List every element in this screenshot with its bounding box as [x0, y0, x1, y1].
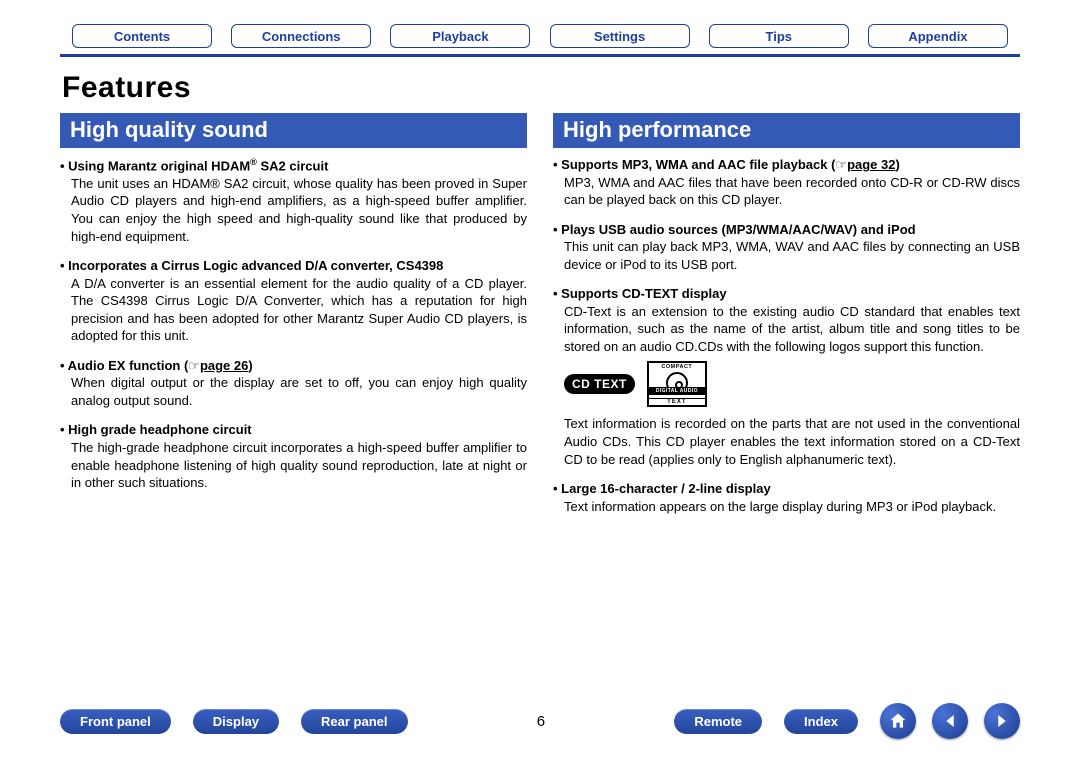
page-ref-link[interactable]: page 32 — [847, 157, 895, 172]
bullet-body: When digital output or the display are s… — [60, 374, 527, 409]
home-icon[interactable] — [880, 703, 916, 739]
bullet-heading: • Supports MP3, WMA and AAC file playbac… — [553, 156, 1020, 174]
bullet-cdtext: • Supports CD-TEXT display CD-Text is an… — [553, 285, 1020, 468]
cdtext-logos: CD TEXT COMPACT DIGITAL AUDIO TEXT — [553, 361, 1020, 407]
topnav-appendix[interactable]: Appendix — [868, 24, 1008, 48]
bullet-body: Text information appears on the large di… — [553, 498, 1020, 516]
page-title: Features — [62, 71, 1020, 105]
cdtext-badge: CD TEXT — [564, 374, 635, 394]
pill-remote[interactable]: Remote — [674, 709, 762, 734]
topnav-connections[interactable]: Connections — [231, 24, 371, 48]
section-header-hq-sound: High quality sound — [60, 113, 527, 148]
heading-text-prefix: • Supports MP3, WMA and AAC file playbac… — [553, 157, 835, 172]
bullet-body: A D/A converter is an essential element … — [60, 275, 527, 345]
bullet-audio-ex: • Audio EX function (☞page 26) When digi… — [60, 357, 527, 410]
heading-text-prefix: • Audio EX function ( — [60, 358, 188, 373]
bullet-body: The unit uses an HDAM® SA2 circuit, whos… — [60, 175, 527, 245]
col-high-performance: High performance • Supports MP3, WMA and… — [553, 113, 1020, 527]
pill-index[interactable]: Index — [784, 709, 858, 734]
top-nav: Contents Connections Playback Settings T… — [72, 24, 1008, 48]
col-high-quality-sound: High quality sound • Using Marantz origi… — [60, 113, 527, 527]
heading-text-prefix: • Using Marantz original HDAM — [60, 158, 250, 173]
section-header-performance: High performance — [553, 113, 1020, 148]
bullet-body: The high-grade headphone circuit incorpo… — [60, 439, 527, 492]
compact-logo-digitalaudio: DIGITAL AUDIO — [649, 387, 705, 395]
manual-page: Contents Connections Playback Settings T… — [0, 0, 1080, 761]
next-page-icon[interactable] — [984, 703, 1020, 739]
prev-page-icon[interactable] — [932, 703, 968, 739]
bullet-large-display: • Large 16-character / 2-line display Te… — [553, 480, 1020, 515]
bottom-nav: Front panel Display Rear panel 6 Remote … — [60, 703, 1020, 739]
bullet-heading: • Supports CD-TEXT display — [553, 285, 1020, 303]
compact-logo-top: COMPACT — [649, 364, 705, 370]
bottom-nav-left: Front panel Display Rear panel — [60, 709, 408, 734]
heading-text-suffix: ) — [248, 358, 252, 373]
bullet-body-2: Text information is recorded on the part… — [553, 415, 1020, 468]
bullet-heading: • Large 16-character / 2-line display — [553, 480, 1020, 498]
pill-front-panel[interactable]: Front panel — [60, 709, 171, 734]
heading-text-suffix: SA2 circuit — [257, 158, 329, 173]
bullet-heading: • High grade headphone circuit — [60, 421, 527, 439]
bullet-heading: • Incorporates a Cirrus Logic advanced D… — [60, 257, 527, 275]
bullet-body: This unit can play back MP3, WMA, WAV an… — [553, 238, 1020, 273]
bullet-usb-ipod: • Plays USB audio sources (MP3/WMA/AAC/W… — [553, 221, 1020, 274]
compact-disc-logo: COMPACT DIGITAL AUDIO TEXT — [647, 361, 707, 407]
bullet-heading: • Using Marantz original HDAM® SA2 circu… — [60, 156, 527, 175]
topnav-tips[interactable]: Tips — [709, 24, 849, 48]
top-nav-rule — [60, 54, 1020, 57]
bullet-cirrus: • Incorporates a Cirrus Logic advanced D… — [60, 257, 527, 345]
nav-icon-group — [880, 703, 1020, 739]
content-columns: High quality sound • Using Marantz origi… — [60, 113, 1020, 527]
page-ref-link[interactable]: page 26 — [200, 358, 248, 373]
page-ref-icon: ☞ — [188, 358, 200, 373]
bullet-heading: • Plays USB audio sources (MP3/WMA/AAC/W… — [553, 221, 1020, 239]
heading-text-suffix: ) — [895, 157, 899, 172]
bullet-body: CD-Text is an extension to the existing … — [553, 303, 1020, 356]
pill-display[interactable]: Display — [193, 709, 279, 734]
topnav-settings[interactable]: Settings — [550, 24, 690, 48]
page-ref-icon: ☞ — [835, 157, 847, 172]
bullet-hdam: • Using Marantz original HDAM® SA2 circu… — [60, 156, 527, 245]
bullet-body: MP3, WMA and AAC files that have been re… — [553, 174, 1020, 209]
pill-rear-panel[interactable]: Rear panel — [301, 709, 407, 734]
bullet-mp3-support: • Supports MP3, WMA and AAC file playbac… — [553, 156, 1020, 209]
bullet-heading: • Audio EX function (☞page 26) — [60, 357, 527, 375]
bullet-headphone: • High grade headphone circuit The high-… — [60, 421, 527, 491]
topnav-playback[interactable]: Playback — [390, 24, 530, 48]
page-number: 6 — [521, 713, 561, 730]
registered-mark: ® — [250, 157, 257, 167]
topnav-contents[interactable]: Contents — [72, 24, 212, 48]
compact-logo-text: TEXT — [649, 398, 705, 405]
bottom-nav-right: Remote Index — [674, 703, 1020, 739]
